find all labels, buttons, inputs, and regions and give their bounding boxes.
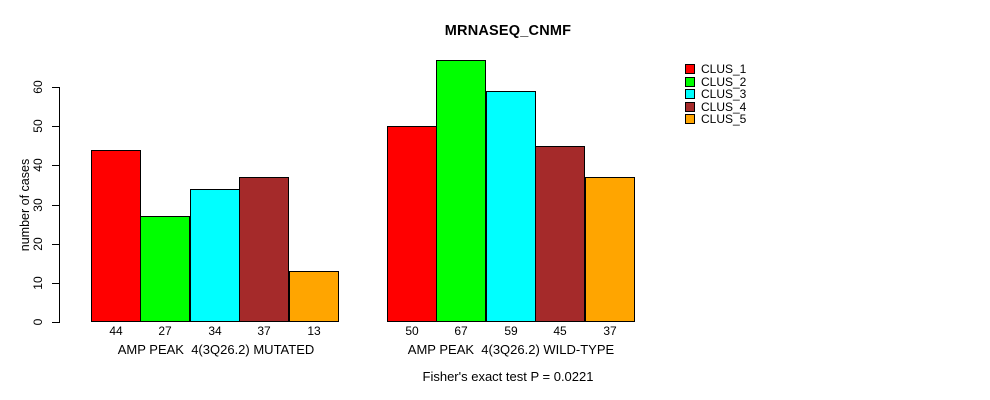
y-axis-tick [52,283,59,284]
y-axis-tick [52,322,59,323]
bar-clus_2 [140,216,190,322]
bar-clus_2 [436,60,486,322]
bar-value-label: 37 [603,324,617,338]
bar-clus_4 [239,177,289,322]
y-axis-tick-label: 0 [31,318,45,326]
y-axis-tick [52,165,59,166]
bar-value-label: 34 [208,324,222,338]
y-axis-tick-label: 10 [31,276,45,290]
y-axis-tick [52,126,59,127]
legend-color-swatch [685,89,695,100]
legend-item-clus_3: CLUS_3 [685,88,746,101]
bar-value-label: 59 [504,324,518,338]
y-axis-tick-label: 30 [31,198,45,212]
legend-color-swatch [685,76,695,87]
fisher-test-annotation: Fisher's exact test P = 0.0221 [422,369,594,384]
bar-value-label: 45 [553,324,567,338]
legend-color-swatch [685,114,695,125]
legend-item-label: CLUS_1 [701,62,747,77]
bar-clus_1 [387,126,437,322]
y-axis-line [59,87,60,323]
legend-item-label: CLUS_4 [701,99,747,114]
legend-item-clus_5: CLUS_5 [685,113,746,126]
bar-clus_1 [91,150,141,322]
y-axis-tick-label: 40 [31,158,45,172]
y-axis-tick [52,244,59,245]
legend-color-swatch [685,101,695,112]
legend-item-label: CLUS_3 [701,87,747,102]
y-axis-tick-label: 50 [31,119,45,133]
y-axis-tick-label: 60 [31,80,45,94]
legend-item-label: CLUS_2 [701,74,747,89]
y-axis-tick-label: 20 [31,237,45,251]
y-axis-tick [52,87,59,88]
legend-item-label: CLUS_5 [701,112,747,127]
legend-item-clus_1: CLUS_1 [685,63,746,76]
bar-value-label: 13 [307,324,321,338]
bar-value-label: 37 [257,324,271,338]
bar-value-label: 50 [405,324,419,338]
x-group-label-wild-type: AMP PEAK 4(3Q26.2) WILD-TYPE [407,342,615,357]
y-axis-label: number of cases [18,158,32,252]
legend-item-clus_2: CLUS_2 [685,76,746,89]
bar-value-label: 27 [158,324,172,338]
bar-clus_3 [190,189,240,322]
bar-clus_5 [289,271,339,322]
legend-item-clus_4: CLUS_4 [685,101,746,114]
bar-clus_3 [486,91,536,322]
x-group-label-mutated: AMP PEAK 4(3Q26.2) MUTATED [117,342,315,357]
bar-clus_5 [585,177,635,322]
bar-value-label: 44 [109,324,123,338]
bar-clus_4 [535,146,585,322]
legend-color-swatch [685,64,695,75]
bar-value-label: 67 [454,324,468,338]
y-axis-tick [52,205,59,206]
chart-title: MRNASEQ_CNMF [444,23,572,39]
